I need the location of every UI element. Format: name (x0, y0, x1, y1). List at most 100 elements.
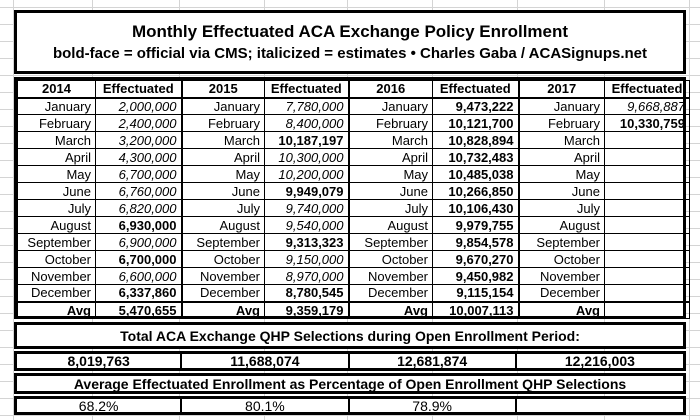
table-row: June 6,760,000 June 9,949,079 June 10,26… (17, 182, 690, 200)
month-cell: April (347, 148, 433, 166)
title-box: Monthly Effectuated ACA Exchange Policy … (14, 10, 686, 74)
avg-value-cell (604, 300, 690, 319)
month-cell: August (17, 216, 96, 234)
table-row: March 3,200,000 March 10,187,197 March 1… (17, 131, 690, 149)
table-row: January 2,000,000 January 7,780,000 Janu… (17, 97, 690, 115)
month-cell: July (347, 199, 433, 217)
month-cell: November (17, 267, 96, 285)
month-cell: September (347, 233, 433, 251)
value-cell: 6,930,000 (95, 216, 182, 234)
month-cell: March (517, 131, 605, 149)
value-cell (604, 182, 690, 200)
month-cell: July (17, 199, 96, 217)
page-subtitle: bold-face = official via CMS; italicized… (52, 45, 648, 62)
value-cell: 9,313,323 (264, 233, 349, 251)
value-cell (604, 131, 690, 149)
table-row: February 2,400,000 February 8,400,000 Fe… (17, 114, 690, 132)
enrollment-table: 2014 Effectuated 2015 Effectuated 2016 E… (14, 77, 690, 319)
month-cell: February (517, 114, 605, 132)
value-cell: 9,854,578 (432, 233, 519, 251)
value-cell (604, 250, 690, 268)
value-cell: 6,760,000 (95, 182, 182, 200)
avg-label-cell: Avg (17, 300, 96, 319)
totals-label: Total ACA Exchange QHP Selections during… (14, 322, 686, 349)
year-header: 2015 (180, 80, 265, 99)
value-cell: 8,970,000 (264, 267, 349, 285)
value-cell: 10,200,000 (264, 165, 349, 183)
effectuated-header: Effectuated (95, 80, 182, 99)
value-cell: 9,115,154 (432, 284, 519, 302)
value-cell: 10,300,000 (264, 148, 349, 166)
value-cell: 9,670,270 (432, 250, 519, 268)
month-cell: October (517, 250, 605, 268)
value-cell: 9,473,222 (432, 97, 519, 115)
totals-label-text: Total ACA Exchange QHP Selections during… (120, 327, 580, 344)
effectuated-header: Effectuated (432, 80, 519, 99)
month-cell: April (180, 148, 265, 166)
value-cell: 9,450,982 (432, 267, 519, 285)
value-cell: 7,780,000 (264, 97, 349, 115)
value-cell (604, 199, 690, 217)
month-cell: December (180, 284, 265, 302)
month-cell: March (347, 131, 433, 149)
totals-value: 11,688,074 (180, 353, 347, 369)
value-cell: 6,600,000 (95, 267, 182, 285)
month-cell: November (517, 267, 605, 285)
month-cell: September (180, 233, 265, 251)
value-cell (604, 284, 690, 302)
value-cell: 6,700,000 (95, 165, 182, 183)
pct-label: Average Effectuated Enrollment as Percen… (14, 373, 686, 394)
table-header-row: 2014 Effectuated 2015 Effectuated 2016 E… (17, 80, 690, 99)
value-cell: 2,000,000 (95, 97, 182, 115)
month-cell: September (517, 233, 605, 251)
pct-label-text: Average Effectuated Enrollment as Percen… (73, 375, 627, 392)
month-cell: May (347, 165, 433, 183)
pct-value: 78.9% (347, 398, 515, 414)
month-cell: April (17, 148, 96, 166)
table-row: September 6,900,000 September 9,313,323 … (17, 233, 690, 251)
month-cell: January (517, 97, 605, 115)
avg-label-cell: Avg (517, 300, 605, 319)
totals-value: 12,681,874 (347, 353, 515, 369)
value-cell: 10,828,894 (432, 131, 519, 149)
table-row: October 6,700,000 October 9,150,000 Octo… (17, 250, 690, 268)
effectuated-header: Effectuated (264, 80, 349, 99)
month-cell: December (347, 284, 433, 302)
month-cell: June (17, 182, 96, 200)
month-cell: May (517, 165, 605, 183)
month-cell: October (347, 250, 433, 268)
month-cell: June (517, 182, 605, 200)
avg-label-cell: Avg (180, 300, 265, 319)
table-row: December 6,337,860 December 8,780,545 De… (17, 284, 690, 302)
value-cell: 9,979,755 (432, 216, 519, 234)
month-cell: June (347, 182, 433, 200)
value-cell: 10,266,850 (432, 182, 519, 200)
value-cell: 9,949,079 (264, 182, 349, 200)
month-cell: February (17, 114, 96, 132)
value-cell: 2,400,000 (95, 114, 182, 132)
table-row: November 6,600,000 November 8,970,000 No… (17, 267, 690, 285)
month-cell: October (17, 250, 96, 268)
value-cell: 10,187,197 (264, 131, 349, 149)
value-cell: 3,200,000 (95, 131, 182, 149)
value-cell: 10,732,483 (432, 148, 519, 166)
month-cell: August (180, 216, 265, 234)
pct-value (514, 399, 683, 412)
value-cell: 8,780,545 (264, 284, 349, 302)
value-cell: 10,485,038 (432, 165, 519, 183)
value-cell: 9,740,000 (264, 199, 349, 217)
value-cell: 10,106,430 (432, 199, 519, 217)
totals-value: 12,216,003 (514, 353, 683, 369)
year-header: 2016 (347, 80, 433, 99)
value-cell: 10,121,700 (432, 114, 519, 132)
pct-value: 68.2% (78, 397, 119, 414)
value-cell: 8,400,000 (264, 114, 349, 132)
effectuated-header: Effectuated (604, 80, 690, 99)
value-cell: 6,700,000 (95, 250, 182, 268)
value-cell: 9,668,887 (604, 97, 690, 115)
year-header: 2017 (517, 80, 605, 99)
month-cell: February (347, 114, 433, 132)
value-cell (604, 148, 690, 166)
value-cell (604, 233, 690, 251)
